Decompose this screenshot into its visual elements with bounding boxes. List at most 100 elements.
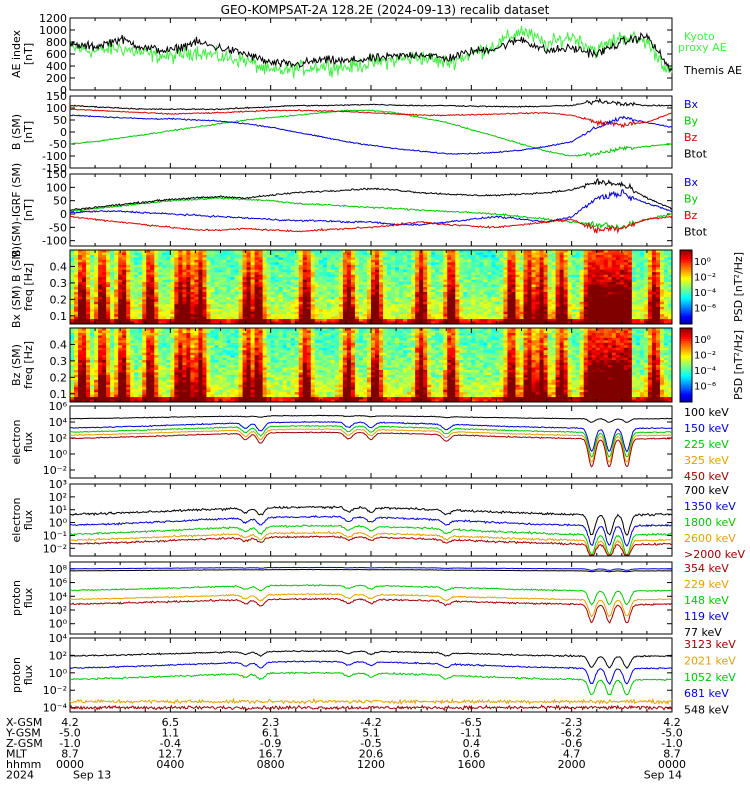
specbx-cell	[515, 272, 520, 276]
specbx-cell	[447, 269, 452, 273]
specbx-cell	[274, 277, 280, 280]
specbx-cell	[182, 282, 187, 285]
specbx-cell	[182, 304, 187, 308]
specbx-cell	[611, 306, 617, 310]
specbx-cell	[427, 252, 432, 256]
specbx-cell	[475, 321, 480, 325]
specbx-cell	[599, 279, 605, 283]
specbx-cell	[371, 279, 376, 283]
specbx-cell	[110, 264, 115, 268]
specbx-cell	[515, 296, 520, 300]
specbx-cell	[82, 284, 87, 288]
specbx-cell	[102, 254, 107, 258]
specbx-cell	[366, 309, 372, 313]
specbx-cell	[603, 262, 609, 266]
specbx-cell	[298, 269, 304, 273]
specbx-cell	[234, 311, 239, 315]
specbx-cell	[254, 257, 260, 261]
specbx-cell	[427, 274, 432, 278]
specbx-cell	[294, 316, 300, 320]
specbx-cell	[174, 314, 179, 317]
specbx-cell	[611, 282, 617, 285]
specbx-cell	[527, 250, 532, 253]
specbx-cell	[535, 250, 540, 253]
specbx-cell	[471, 257, 476, 261]
specbx-cell	[222, 259, 227, 263]
specbx-cell	[635, 311, 641, 315]
specbx-cell	[651, 250, 657, 253]
specbx-cell	[334, 252, 340, 256]
specbx-cell	[563, 272, 569, 276]
specbx-cell	[142, 287, 147, 290]
specbx-cell	[330, 264, 336, 268]
specbx-cell	[74, 299, 79, 303]
specbx-cell	[110, 291, 115, 295]
specbx-cell	[202, 252, 207, 256]
specbx-cell	[178, 277, 183, 280]
specbx-cell	[126, 264, 131, 268]
specbx-cell	[254, 284, 260, 288]
specbx-cell	[407, 291, 412, 295]
specbx-cell	[459, 284, 464, 288]
bigrf-ytick-label: 100	[46, 181, 67, 194]
specbx-cell	[595, 259, 601, 263]
specbx-cell	[326, 296, 332, 300]
specbx-cell	[82, 267, 87, 271]
specbx-cell	[459, 259, 464, 263]
specbx-cell	[495, 277, 500, 280]
specbx-cell	[607, 321, 613, 325]
specbx-cell	[603, 257, 609, 261]
specbx-cell	[383, 264, 388, 268]
specbx-cell	[591, 309, 597, 313]
specbx-cell	[366, 267, 372, 271]
specbx-cell	[122, 316, 127, 320]
specbx-cell	[86, 252, 91, 256]
specbx-cell	[399, 262, 404, 266]
specbx-cell	[419, 301, 424, 305]
specbx-cell	[371, 269, 376, 273]
specbx-cell	[106, 304, 111, 308]
specbx-cell	[134, 299, 139, 303]
specbx-cell	[318, 254, 324, 258]
specbx-cell	[631, 319, 637, 322]
specbx-cell	[242, 277, 247, 280]
specbx-cell	[166, 306, 171, 310]
specbx-cell	[170, 267, 175, 271]
ae-ytick-label: 1000	[39, 24, 67, 37]
specbx-cell	[623, 296, 629, 300]
specbx-cell	[419, 252, 424, 256]
specbx-cell	[587, 309, 593, 313]
specbx-cell	[302, 272, 308, 276]
specbx-cell	[326, 301, 332, 305]
specbx-cell	[651, 306, 657, 310]
specbx-cell	[118, 279, 123, 283]
specbx-cell	[126, 252, 131, 256]
specbx-cell	[142, 254, 147, 258]
specbx-cell	[142, 291, 147, 295]
specbx-cell	[479, 304, 484, 308]
specbx-cell	[338, 272, 344, 276]
specbx-cell	[471, 250, 476, 253]
specbx-cell	[455, 272, 460, 276]
specbx-cell	[190, 274, 195, 278]
specbx-cell	[447, 321, 452, 325]
specbx-cell	[635, 267, 641, 271]
specbx-cell	[487, 309, 492, 313]
specbx-cell	[166, 284, 171, 288]
specbx-cell	[294, 294, 300, 298]
specbz-cell	[82, 342, 87, 346]
specbx-cell	[375, 264, 380, 268]
specbx-cell	[70, 301, 75, 305]
specbx-cell	[467, 316, 472, 320]
specbz-cell	[78, 384, 83, 388]
specbx-cell	[306, 306, 312, 310]
specbx-cell	[435, 277, 440, 280]
specbx-cell	[607, 254, 613, 258]
specbx-cell	[539, 262, 544, 266]
specbx-cell	[615, 267, 621, 271]
specbx-cell	[635, 289, 641, 293]
specbx-cell	[391, 250, 396, 253]
specbx-cell	[146, 296, 151, 300]
specbx-cell	[362, 296, 368, 300]
